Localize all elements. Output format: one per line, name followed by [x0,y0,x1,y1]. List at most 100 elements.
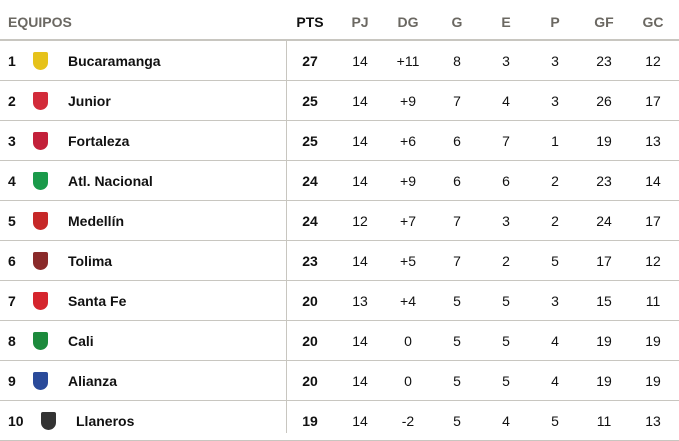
stat-e: 5 [502,293,510,309]
team-name[interactable]: Santa Fe [68,293,127,309]
stat-gc: 13 [645,413,661,429]
team-name[interactable]: Bucaramanga [68,53,161,69]
table-row[interactable]: 8 Cali 20 14 0 5 5 4 19 19 [0,321,679,361]
stat-pj: 14 [352,413,368,429]
stat-g: 6 [453,133,461,149]
stat-g: 5 [453,293,461,309]
stat-dg: +9 [400,173,416,189]
stat-dg: 0 [404,333,412,349]
rank: 5 [8,213,16,229]
team-name[interactable]: Junior [68,93,111,109]
team-name[interactable]: Cali [68,333,94,349]
header-pj: PJ [351,14,369,30]
team-name[interactable]: Fortaleza [68,133,130,149]
stat-pj: 14 [352,133,368,149]
stat-g: 7 [453,93,461,109]
stat-p: 3 [551,53,559,69]
rank: 10 [8,413,24,429]
stat-pts: 25 [302,93,318,109]
team-crest-icon [33,132,48,150]
table-row[interactable]: 6 Tolima 23 14 +5 7 2 5 17 12 [0,241,679,281]
stat-dg: +9 [400,93,416,109]
stat-gc: 19 [645,373,661,389]
stat-p: 1 [551,133,559,149]
stat-dg: -2 [401,413,415,429]
stat-gc: 12 [645,53,661,69]
table-row[interactable]: 7 Santa Fe 20 13 +4 5 5 3 15 11 [0,281,679,321]
rank: 3 [8,133,16,149]
stat-dg: +4 [400,293,416,309]
stat-pts: 20 [302,373,318,389]
stat-gc: 17 [645,213,661,229]
stat-pj: 12 [352,213,368,229]
column-divider [286,40,287,433]
table-row[interactable]: 1 Bucaramanga 27 14 +11 8 3 3 23 12 [0,41,679,81]
stat-pts: 19 [302,413,318,429]
stat-gf: 15 [596,293,612,309]
header-dg: DG [397,14,419,30]
team-crest-icon [33,172,48,190]
stat-pts: 24 [302,173,318,189]
stat-e: 4 [502,93,510,109]
table-row[interactable]: 4 Atl. Nacional 24 14 +9 6 6 2 23 14 [0,161,679,201]
stat-g: 5 [453,413,461,429]
team-name[interactable]: Medellín [68,213,125,229]
stat-g: 7 [453,213,461,229]
stat-gf: 19 [596,333,612,349]
stat-p: 3 [551,293,559,309]
team-name[interactable]: Alianza [68,373,118,389]
stat-dg: 0 [404,373,412,389]
stat-g: 6 [453,173,461,189]
stat-p: 4 [551,373,559,389]
table-row[interactable]: 3 Fortaleza 25 14 +6 6 7 1 19 13 [0,121,679,161]
team-crest-icon [33,252,48,270]
stat-pj: 13 [352,293,368,309]
stat-dg: +7 [400,213,416,229]
stat-g: 8 [453,53,461,69]
stat-gf: 24 [596,213,612,229]
header-p: P [550,14,560,30]
stat-gf: 19 [596,373,612,389]
stat-pj: 14 [352,253,368,269]
team-crest-icon [41,412,56,430]
stat-pj: 14 [352,333,368,349]
team-name[interactable]: Llaneros [76,413,135,429]
table-row[interactable]: 10 Llaneros 19 14 -2 5 4 5 11 13 [0,401,679,441]
stat-g: 5 [453,333,461,349]
header-gc: GC [642,14,664,30]
rank: 8 [8,333,16,349]
team-name[interactable]: Atl. Nacional [68,173,153,189]
stat-pts: 25 [302,133,318,149]
stat-pj: 14 [352,173,368,189]
header-pts: PTS [296,14,324,30]
rank: 4 [8,173,16,189]
stat-gf: 26 [596,93,612,109]
stat-pts: 20 [302,293,318,309]
team-crest-icon [33,292,48,310]
stat-e: 4 [502,413,510,429]
stat-p: 4 [551,333,559,349]
stat-pj: 14 [352,373,368,389]
header-team: EQUIPOS [8,14,72,30]
header-gf: GF [594,14,614,30]
stat-pts: 24 [302,213,318,229]
stat-pts: 23 [302,253,318,269]
table-row[interactable]: 2 Junior 25 14 +9 7 4 3 26 17 [0,81,679,121]
table-header: EQUIPOS PTS PJ DG G E P GF GC [0,0,679,41]
stat-e: 5 [502,373,510,389]
stat-g: 5 [453,373,461,389]
team-name[interactable]: Tolima [68,253,113,269]
rank: 2 [8,93,16,109]
stat-dg: +6 [400,133,416,149]
table-row[interactable]: 5 Medellín 24 12 +7 7 3 2 24 17 [0,201,679,241]
stat-gc: 12 [645,253,661,269]
header-g: G [451,14,463,30]
stat-e: 3 [502,213,510,229]
stat-p: 5 [551,413,559,429]
stat-gf: 11 [596,413,612,429]
rank: 1 [8,53,16,69]
stat-e: 2 [502,253,510,269]
stat-e: 3 [502,53,510,69]
table-row[interactable]: 9 Alianza 20 14 0 5 5 4 19 19 [0,361,679,401]
team-crest-icon [33,212,48,230]
